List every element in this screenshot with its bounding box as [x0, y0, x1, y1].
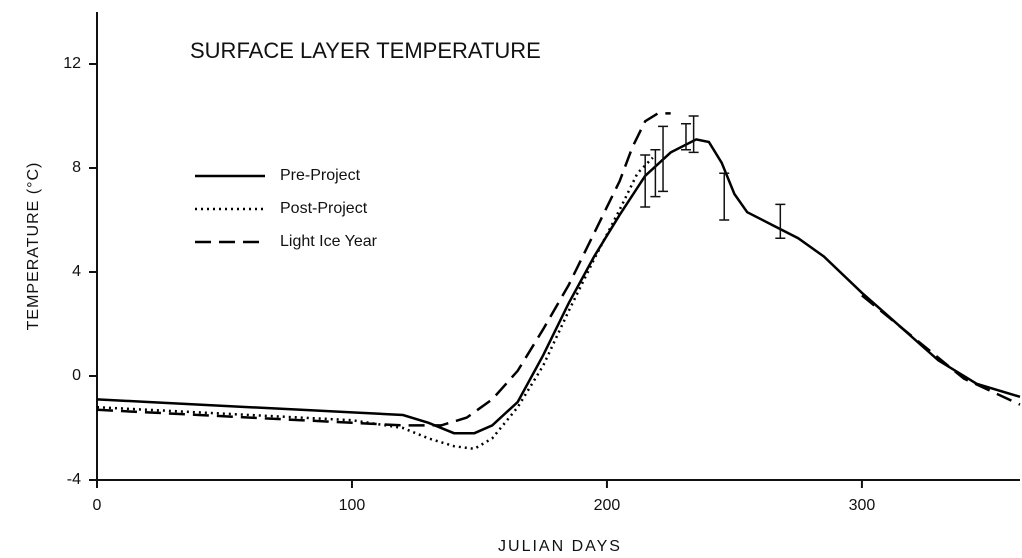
error-bar	[688, 115, 699, 154]
series-line	[96, 138, 1021, 435]
chart-title: SURFACE LAYER TEMPERATURE	[190, 38, 541, 63]
y-axis-label: TEMPERATURE (°C)	[25, 162, 42, 331]
y-tick-label: 8	[72, 159, 81, 176]
x-tick-label: 300	[849, 497, 876, 514]
error-bar	[775, 203, 786, 239]
error-bar	[658, 125, 669, 193]
x-tick-label: 200	[594, 497, 621, 514]
error-bar	[719, 172, 730, 221]
legend-label: Pre-Project	[280, 167, 361, 184]
x-tick-label: 0	[93, 497, 102, 514]
legend-label: Post-Project	[280, 200, 368, 217]
legend-label: Light Ice Year	[280, 233, 378, 250]
error-bar	[680, 123, 691, 151]
series-line	[96, 156, 654, 451]
x-axis-label: JULIAN DAYS	[498, 538, 622, 555]
error-bar	[640, 154, 651, 208]
y-tick-label: -4	[67, 471, 81, 488]
series-line	[96, 112, 1021, 427]
x-tick-label: 100	[339, 497, 366, 514]
y-tick-label: 0	[72, 367, 81, 384]
y-tick-label: 4	[72, 263, 81, 280]
error-bar	[650, 149, 661, 198]
y-tick-label: 12	[63, 55, 81, 72]
